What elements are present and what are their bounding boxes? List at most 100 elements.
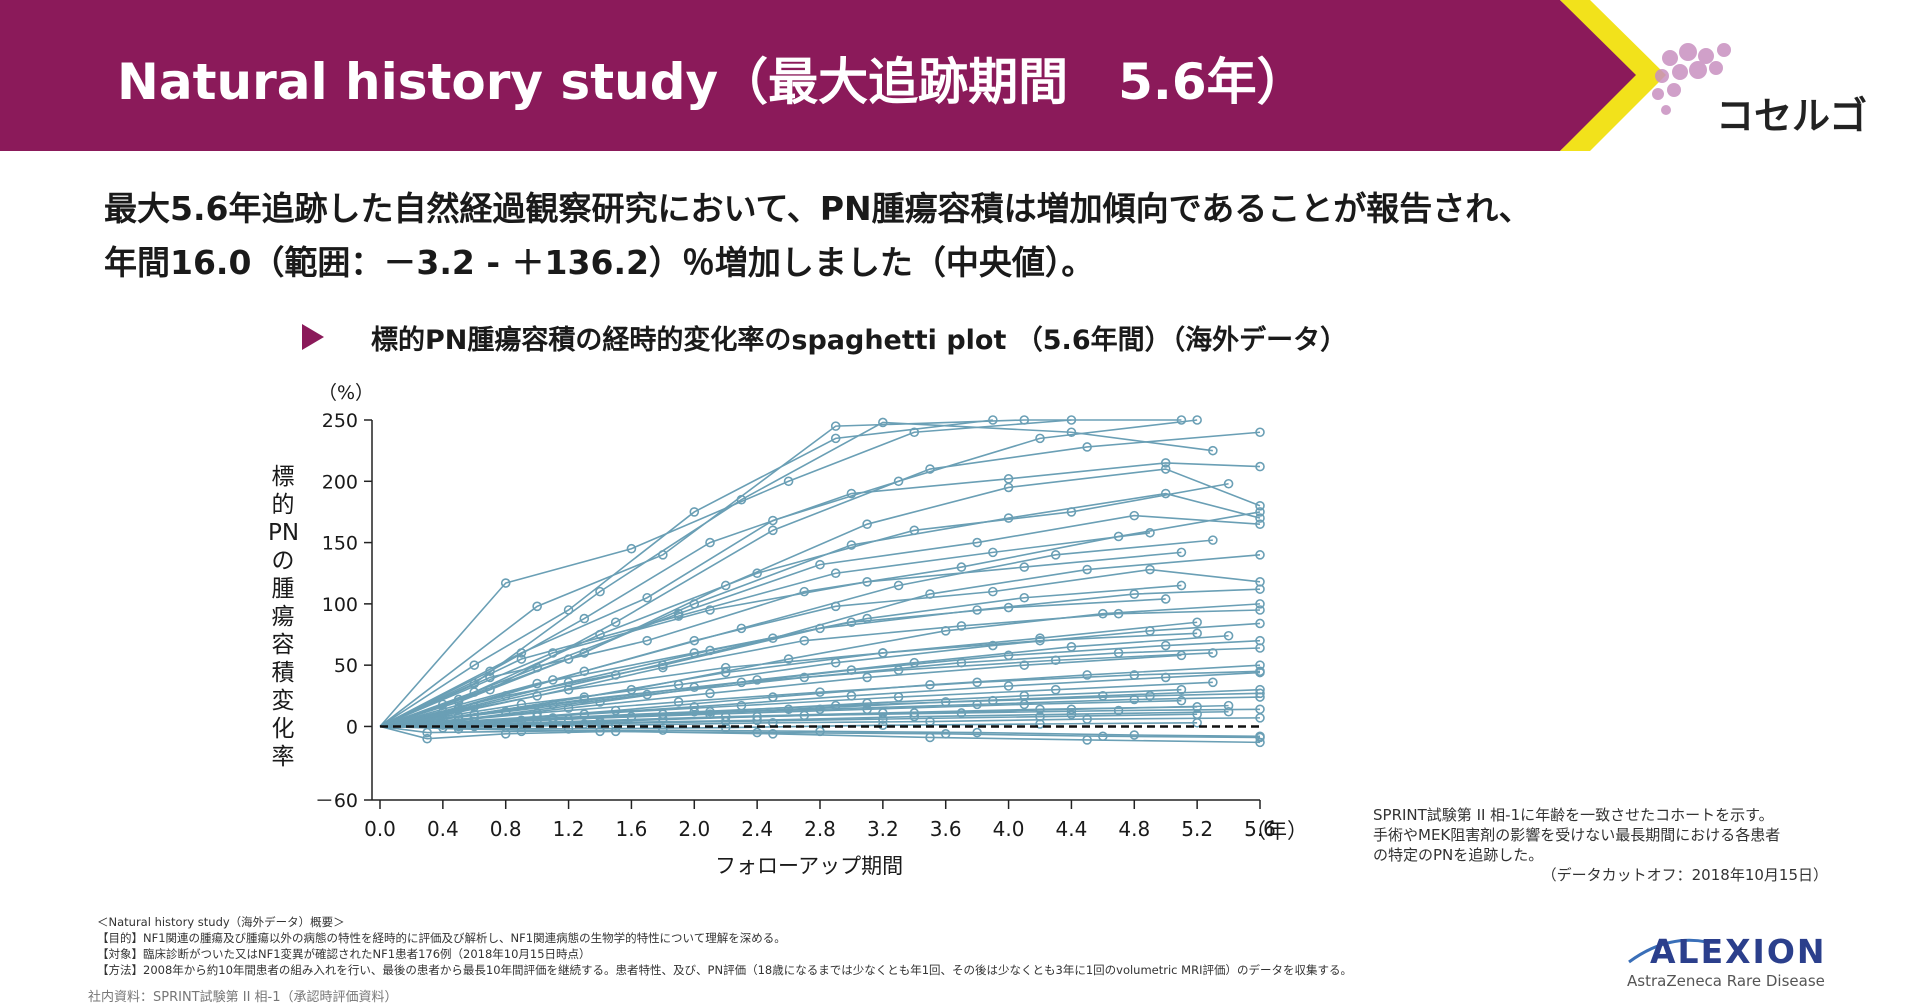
series-line [379, 603, 1261, 728]
series-line [379, 622, 1261, 728]
data-point [469, 678, 480, 689]
data-point [1160, 458, 1171, 468]
data-point [1223, 706, 1234, 717]
chart-heading-text: 標的PN腫瘍容積の経時的変化率のspaghetti plot （5.6年間）（海… [371, 325, 1348, 356]
data-point [752, 711, 762, 722]
lead-line-1: 最大5.6年追跡した自然経過観察研究において、PN腫瘍容積は増加傾向であることが… [104, 189, 1532, 228]
series-3 [379, 427, 1265, 728]
data-point [972, 537, 982, 548]
data-point [469, 713, 480, 723]
brand-name: コセルゴ [1716, 94, 1868, 138]
data-point [893, 580, 904, 591]
x-tick-label: 0.0 [364, 817, 396, 841]
data-point [500, 691, 511, 701]
series-43 [379, 692, 1265, 728]
side-note-cutoff: （データカットオフ：2018年10月15日） [1541, 866, 1828, 884]
x-tick-label: 2.8 [804, 817, 836, 841]
data-point [689, 648, 700, 658]
x-tick-label: 4.0 [993, 817, 1025, 841]
data-point [1145, 691, 1155, 701]
data-point [579, 719, 590, 729]
data-point [453, 703, 464, 713]
data-point [909, 711, 920, 722]
data-point [988, 695, 998, 706]
data-point [1160, 594, 1171, 604]
series-41 [379, 667, 1265, 728]
data-point [1145, 527, 1155, 538]
series-line [379, 431, 1261, 728]
series-line [379, 609, 1261, 728]
series-19 [379, 666, 1265, 728]
data-point [595, 586, 605, 597]
series-24 [379, 700, 1234, 731]
data-point [453, 721, 464, 732]
data-point [1050, 684, 1061, 695]
data-point [422, 733, 432, 744]
page-title: Natural history study（最大追跡期間 5.6年） [117, 53, 1307, 111]
data-point [799, 635, 810, 646]
series-line [379, 652, 1213, 728]
series-line [379, 419, 1182, 728]
data-point [1066, 507, 1077, 517]
series-31 [379, 724, 1265, 743]
data-point [438, 722, 448, 733]
y-axis-label: 標的 PN の腫瘍容積変化率 [268, 463, 300, 771]
data-point [453, 697, 464, 707]
series-25 [379, 704, 1265, 731]
y-tick-label: 150 [322, 533, 358, 555]
series-20 [379, 677, 1218, 728]
data-point [1019, 562, 1030, 572]
data-point [878, 708, 888, 718]
data-point [1255, 684, 1265, 695]
y-axis-label-char: 率 [271, 744, 295, 770]
data-point [1098, 608, 1108, 619]
data-point [1208, 445, 1218, 456]
series-line [379, 514, 1261, 728]
side-note-line-3: の特定のPNを追跡した。 [1373, 846, 1544, 864]
series-line [379, 725, 1261, 744]
data-point [642, 592, 652, 603]
data-point [610, 726, 621, 737]
data-point [1019, 415, 1030, 425]
data-point [815, 559, 825, 570]
data-point [563, 605, 574, 615]
data-point [1192, 415, 1202, 425]
data-point [548, 713, 558, 723]
x-tick-label: 2.0 [678, 817, 710, 841]
data-point [956, 621, 967, 631]
data-point [500, 578, 511, 588]
series-4 [379, 464, 1265, 728]
data-point [579, 692, 590, 702]
series-line [379, 551, 1182, 728]
series-32 [379, 507, 1265, 728]
series-45 [379, 706, 1234, 728]
data-point [689, 706, 700, 717]
data-point [532, 717, 542, 728]
data-point [595, 717, 605, 728]
y-axis-label-char: 標 [271, 464, 295, 490]
data-point [1192, 628, 1202, 639]
y-axis-label-char: PN [268, 520, 300, 546]
data-point [563, 716, 574, 727]
data-point [438, 699, 448, 710]
data-point [815, 623, 825, 634]
data-point [595, 629, 605, 640]
data-point [1082, 714, 1092, 724]
data-point [642, 635, 652, 646]
data-point [1082, 670, 1092, 680]
data-point [438, 710, 448, 721]
series-line [379, 664, 1261, 728]
data-point [925, 589, 935, 599]
data-point [1255, 605, 1265, 615]
series-line [379, 699, 1182, 728]
data-point [878, 417, 888, 428]
data-point [1176, 684, 1187, 695]
series-line [379, 554, 1261, 728]
data-point [1255, 507, 1265, 517]
data-point [1255, 737, 1265, 748]
data-point [1129, 589, 1140, 599]
data-point [658, 662, 668, 673]
data-point [909, 657, 920, 668]
y-tick-label: 100 [322, 594, 358, 616]
data-point [799, 710, 810, 721]
